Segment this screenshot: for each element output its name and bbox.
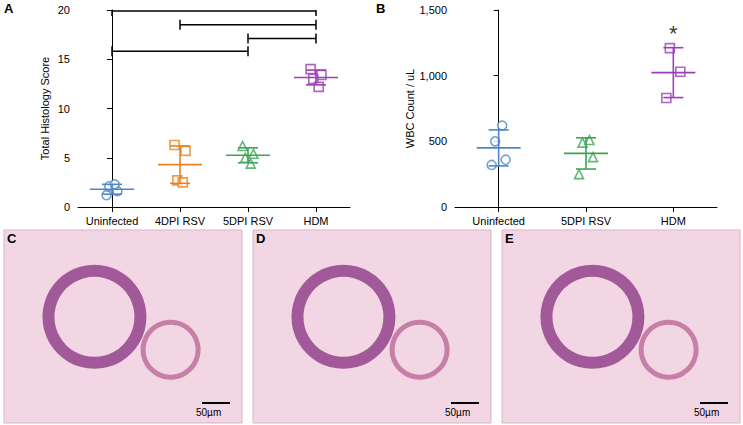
svg-text:Uninfected: Uninfected [472,215,525,227]
svg-text:1,000: 1,000 [419,70,447,82]
svg-text:10: 10 [58,103,70,115]
svg-text:15: 15 [58,53,70,65]
svg-text:20: 20 [58,4,70,16]
svg-text:WBC Count / uL: WBC Count / uL [404,69,416,148]
svg-text:4DPI RSV: 4DPI RSV [155,215,206,227]
svg-text:50µm: 50µm [445,407,470,418]
svg-text:E: E [505,231,514,246]
svg-text:5DPI RSV: 5DPI RSV [561,215,612,227]
svg-text:0: 0 [64,201,70,213]
svg-text:*: * [669,21,678,46]
svg-text:A: A [4,1,14,16]
svg-text:Total Histology Score: Total Histology Score [39,57,51,160]
svg-text:500: 500 [429,135,447,147]
svg-text:5: 5 [64,152,70,164]
svg-text:D: D [256,231,265,246]
svg-text:1,500: 1,500 [419,4,447,16]
svg-text:50µm: 50µm [196,407,221,418]
svg-text:C: C [7,231,17,246]
svg-text:0: 0 [441,201,447,213]
svg-text:HDM: HDM [661,215,686,227]
svg-text:B: B [376,1,385,16]
svg-text:Uninfected: Uninfected [86,215,139,227]
svg-text:5DPI RSV: 5DPI RSV [223,215,274,227]
svg-text:HDM: HDM [303,215,328,227]
svg-text:50µm: 50µm [694,407,719,418]
